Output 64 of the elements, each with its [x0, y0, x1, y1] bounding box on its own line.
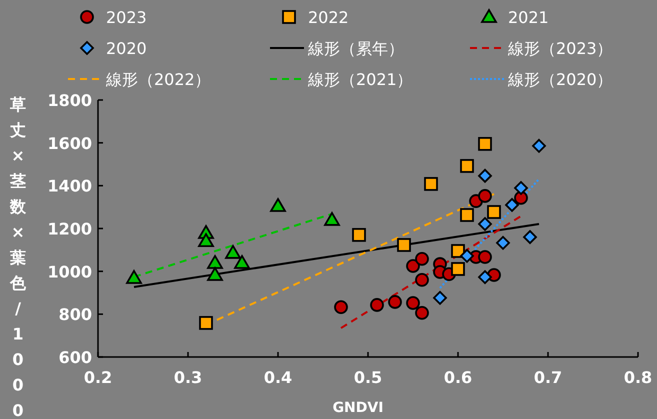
point — [496, 236, 510, 250]
point — [433, 290, 447, 305]
legend-label: 2021 — [508, 8, 549, 27]
point — [334, 300, 348, 314]
x-tick-label: 0.5 — [354, 368, 382, 387]
y-tick-label: 1400 — [47, 176, 92, 196]
point — [424, 177, 438, 191]
point — [352, 228, 366, 242]
point — [478, 270, 492, 284]
point — [478, 189, 492, 203]
y-tick-label: 1800 — [47, 91, 92, 110]
point — [234, 255, 250, 269]
point — [487, 205, 501, 219]
x-tick-label: 0.2 — [84, 368, 112, 387]
y-tick-label: 800 — [58, 305, 92, 324]
point — [460, 159, 474, 173]
point — [270, 198, 286, 212]
x-tick-label: 0.3 — [174, 368, 202, 387]
y-tick-label: 1600 — [47, 134, 92, 153]
point — [324, 212, 340, 226]
point — [478, 217, 492, 231]
point — [460, 208, 474, 222]
point — [415, 252, 429, 266]
x-tick-label: 0.8 — [624, 368, 652, 387]
x-axis-title: GNDVI — [332, 400, 384, 416]
point — [478, 250, 492, 264]
y-tick-label: 600 — [58, 348, 92, 367]
point — [460, 249, 474, 263]
x-tick-label: 0.6 — [444, 368, 472, 387]
point — [523, 230, 537, 244]
legend-label: 2022 — [308, 8, 349, 27]
legend-label: 線形（2023） — [507, 39, 613, 58]
y-tick-label: 1000 — [47, 262, 92, 282]
point — [388, 295, 402, 309]
y-tick-label: 1200 — [47, 220, 92, 238]
legend-label: 線形（累年） — [307, 39, 404, 58]
point — [199, 316, 213, 330]
point — [514, 190, 528, 205]
point — [514, 181, 528, 195]
point — [225, 245, 241, 259]
point — [532, 138, 546, 153]
x-tick-label: 0.4 — [264, 368, 292, 387]
legend-label: 2023 — [106, 8, 147, 27]
point — [505, 198, 519, 212]
text: 草丈×茎数×葉色/1000 — [10, 95, 26, 419]
point — [126, 270, 142, 284]
point — [451, 244, 465, 258]
legend-label: 線形（2021） — [307, 70, 413, 89]
legend-label: 線形（2022） — [105, 70, 211, 89]
point — [397, 238, 411, 252]
point — [415, 273, 429, 287]
legend-label: 2020 — [106, 39, 147, 58]
point — [406, 296, 420, 310]
point — [198, 233, 214, 248]
point — [207, 255, 223, 269]
legend-label: 線形（2020） — [507, 70, 613, 89]
point — [415, 306, 429, 320]
point — [478, 137, 492, 151]
point — [207, 267, 223, 281]
point — [478, 168, 492, 183]
point — [451, 262, 465, 276]
point — [406, 259, 420, 273]
point — [370, 298, 384, 312]
x-tick-label: 0.7 — [534, 368, 562, 387]
